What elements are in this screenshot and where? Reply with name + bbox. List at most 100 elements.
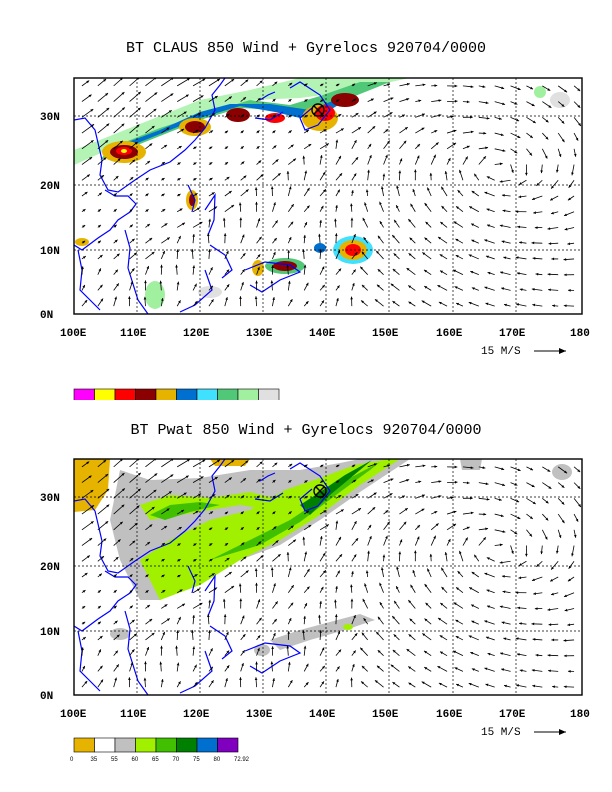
wind-arrow <box>351 614 356 625</box>
wind-arrow <box>519 669 527 672</box>
wind-arrowhead <box>350 203 353 207</box>
wind-arrowhead <box>427 187 430 191</box>
wind-arrowhead <box>121 488 125 492</box>
wind-arrowhead <box>84 572 88 576</box>
wind-arrow <box>161 558 165 562</box>
wind-arrowhead <box>302 630 305 634</box>
wind-arrow <box>408 682 416 688</box>
wind-arrowhead <box>453 129 457 133</box>
wind-arrowhead <box>547 272 551 276</box>
coastlines <box>74 459 331 695</box>
wind-arrowhead <box>241 615 245 619</box>
wind-arrowhead <box>519 288 523 291</box>
wind-arrowhead <box>540 551 544 555</box>
wind-arrowhead <box>548 669 551 673</box>
wind-arrow <box>515 684 527 688</box>
wind-arrowhead <box>160 645 163 649</box>
wind-arrow <box>272 540 279 546</box>
gridlines <box>74 459 582 695</box>
wind-arrowhead <box>226 494 230 498</box>
wind-arrow <box>256 634 261 641</box>
wind-arrowhead <box>323 510 327 513</box>
wind-arrow <box>319 681 325 688</box>
wind-arrowhead <box>288 495 292 499</box>
wind-arrow <box>224 557 230 562</box>
wind-arrowhead <box>398 170 402 174</box>
colorbar-swatch <box>94 388 116 400</box>
wind-arrow <box>97 589 102 594</box>
wind-arrow <box>335 630 341 641</box>
wind-arrowhead <box>325 524 329 528</box>
wind-arrow <box>81 621 86 625</box>
wind-arrowhead <box>385 535 388 539</box>
wind-arrowhead <box>214 587 218 591</box>
wind-arrowhead <box>394 219 397 223</box>
wind-arrow <box>549 576 559 582</box>
wind-arrowhead <box>114 620 118 624</box>
wind-arrowhead <box>573 153 577 157</box>
wind-arrow <box>408 633 416 641</box>
wind-arrowhead <box>116 634 120 638</box>
wind-arrowhead <box>417 525 420 528</box>
wind-arrowhead <box>120 459 123 462</box>
wind-arrow <box>351 632 358 641</box>
top-map-frame <box>73 77 583 315</box>
wind-arrowhead <box>222 598 226 602</box>
wind-arrow <box>176 475 189 483</box>
wind-arrow <box>224 527 229 531</box>
wind-arrowhead <box>170 459 174 462</box>
wind-arrow <box>547 608 559 611</box>
wind-arrowhead <box>103 78 107 82</box>
wind-arrow <box>351 479 357 483</box>
wind-arrowhead <box>334 233 338 236</box>
wind-arrowhead <box>99 635 103 639</box>
wind-arrow <box>516 653 527 657</box>
wind-arrow <box>361 665 368 672</box>
wind-arrowhead <box>302 155 306 159</box>
wind-arrowhead <box>208 599 212 603</box>
wind-arrowhead <box>270 280 274 284</box>
wind-arrow <box>510 482 518 486</box>
wind-arrow <box>573 498 582 508</box>
wind-arrowhead <box>450 496 454 500</box>
wind-arrowhead <box>183 111 187 115</box>
wind-arrowhead <box>129 605 133 609</box>
lon-label: 110E <box>120 709 147 721</box>
wind-arrow <box>383 554 385 562</box>
wind-arrowhead <box>305 129 309 133</box>
wind-arrow <box>431 510 438 515</box>
wind-arrowhead <box>86 555 90 559</box>
wind-arrow <box>567 623 575 626</box>
wind-arrowhead <box>501 621 505 625</box>
wind-arrowhead <box>275 220 278 224</box>
wind-arrow <box>255 568 257 578</box>
wind-arrow <box>176 492 187 499</box>
wind-arrowhead <box>192 233 196 237</box>
wind-arrow <box>145 574 149 578</box>
wind-arrow <box>567 576 575 582</box>
wind-arrowhead <box>134 141 138 145</box>
wind-arrowhead <box>362 217 366 221</box>
lon-label: 100E <box>60 328 87 340</box>
wind-arrowhead <box>259 461 263 465</box>
gridlines <box>74 78 582 314</box>
wind-arrowhead <box>502 209 506 213</box>
wind-arrow <box>379 601 384 609</box>
wind-arrowhead <box>424 583 428 587</box>
wind-arrow <box>455 635 464 641</box>
wind-arrowhead <box>470 466 474 470</box>
wind-arrowhead <box>418 99 422 103</box>
wind-arrowhead <box>185 94 189 98</box>
wind-arrowhead <box>502 530 506 533</box>
wind-arrowhead <box>578 123 581 126</box>
wind-arrow <box>441 586 448 594</box>
wind-arrow <box>381 567 384 578</box>
wind-arrowhead <box>387 140 390 144</box>
wind-arrowhead <box>273 251 276 255</box>
wind-arrowhead <box>254 296 258 300</box>
wind-arrowhead <box>515 637 519 641</box>
wind-arrowhead <box>256 146 260 149</box>
wind-arrowhead <box>466 100 470 104</box>
wind-arrow <box>161 604 168 609</box>
wind-arrowhead <box>209 177 213 181</box>
